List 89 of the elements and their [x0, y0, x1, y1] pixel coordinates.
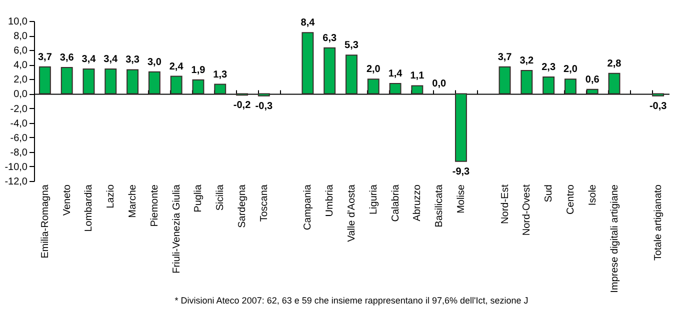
data-label: 2,0: [366, 64, 381, 76]
bar: [104, 68, 117, 94]
data-label: 3,6: [60, 52, 74, 64]
data-label: 5,3: [344, 40, 359, 52]
y-tick-label: -8,0: [10, 147, 28, 158]
y-tick-label: -6,0: [10, 132, 28, 144]
x-tick-label: Nord-Est: [500, 184, 511, 224]
data-label: -0,2: [233, 100, 252, 112]
data-label: 1,3: [213, 69, 228, 80]
y-tick-label: 6,0: [14, 46, 28, 57]
x-tick-label: Umbria: [324, 184, 336, 217]
y-tick-label: -4,0: [10, 118, 28, 130]
data-label: 2,8: [607, 58, 622, 70]
x-tick-label: Friuli-Venezia Giulia: [171, 184, 182, 274]
bar: [38, 66, 51, 94]
data-label: 1,1: [410, 70, 425, 82]
bar: [324, 47, 336, 94]
data-label: 2,4: [169, 61, 184, 72]
x-tick-label: Veneto: [62, 184, 73, 216]
x-tick-label: Campania: [302, 184, 314, 230]
y-tick-label: 0,0: [14, 89, 28, 100]
bar: [455, 93, 467, 162]
x-tick-label: Lombardia: [84, 184, 95, 232]
bar: [60, 67, 73, 94]
data-label: 3,3: [126, 54, 140, 66]
bar: [148, 71, 160, 94]
bar: [520, 70, 533, 94]
bar: [258, 93, 270, 96]
y-tick-label: 10,0: [8, 16, 28, 28]
bar: [564, 78, 576, 94]
data-label: -0,3: [649, 100, 668, 112]
y-tick-label: 2,0: [14, 74, 28, 86]
data-label: 3,4: [82, 54, 96, 65]
y-tick-label: -2,0: [10, 104, 28, 115]
bar: [498, 66, 511, 94]
x-tick-label: Sardegna: [237, 184, 248, 228]
data-label: 2,0: [564, 64, 578, 76]
x-tick-label: Sicilia: [215, 184, 226, 211]
y-tick-label: -10,0: [4, 162, 28, 173]
bar: [346, 54, 358, 94]
x-tick-label: Valle d'Aosta: [346, 184, 358, 242]
bar: [652, 93, 664, 96]
x-tick-label: Centro: [565, 184, 576, 215]
data-label: 0,6: [585, 74, 600, 86]
x-tick-label: Isole: [587, 184, 598, 206]
x-tick-label: Imprese digitali artigiane: [609, 184, 620, 293]
x-tick-label: Piemonte: [149, 184, 160, 227]
x-tick-label: Abruzzo: [412, 184, 424, 222]
data-label: 1,4: [388, 68, 403, 80]
x-tick-label: Sud: [544, 184, 555, 202]
bar: [608, 72, 620, 94]
bar: [126, 69, 139, 94]
bar: [302, 32, 314, 94]
text: * Divisioni Ateco 2007: 62, 63 e 59 che insieme rappresentano il 97,6% dell'Ict, sezione J: [174, 295, 528, 306]
bar: [367, 78, 380, 94]
x-tick-label: Molise: [456, 184, 467, 214]
data-label: 3,0: [147, 56, 162, 68]
data-label: 6,3: [322, 32, 337, 44]
data-label: 0,0: [432, 78, 446, 90]
x-tick-label: Nord-Ovest: [522, 184, 533, 236]
bar: [542, 76, 555, 94]
x-tick-label: Marche: [128, 184, 139, 218]
bar: [82, 68, 95, 94]
bar: [170, 76, 182, 94]
bar: [214, 84, 226, 94]
bar: [389, 83, 402, 94]
data-label: 3,2: [520, 55, 534, 66]
bar: [192, 79, 204, 94]
x-tick-label: Liguria: [368, 184, 380, 215]
y-tick-label: 8,0: [14, 31, 28, 42]
data-label: 3,7: [38, 52, 52, 63]
y-tick-label: 4,0: [14, 60, 28, 72]
data-label: 3,7: [498, 52, 512, 63]
x-tick-label: Totale artigianato: [653, 184, 664, 261]
x-tick-label: Emilia-Romagna: [40, 184, 51, 258]
x-tick-label: Puglia: [193, 184, 204, 212]
data-label: -0,3: [255, 100, 273, 112]
x-tick-label: Toscana: [258, 184, 270, 222]
x-tick-label: Calabria: [390, 184, 402, 222]
x-tick-label: Basilicata: [434, 184, 446, 228]
data-label: 1,9: [191, 64, 206, 76]
y-tick-label: -12,0: [4, 176, 28, 188]
data-label: -9,3: [452, 166, 470, 178]
data-label: 3,4: [104, 54, 118, 65]
bar: [586, 88, 598, 94]
x-tick-label: Lazio: [106, 184, 117, 208]
data-label: 2,3: [542, 62, 556, 73]
bar: [411, 85, 424, 94]
data-label: 8,4: [300, 18, 316, 29]
